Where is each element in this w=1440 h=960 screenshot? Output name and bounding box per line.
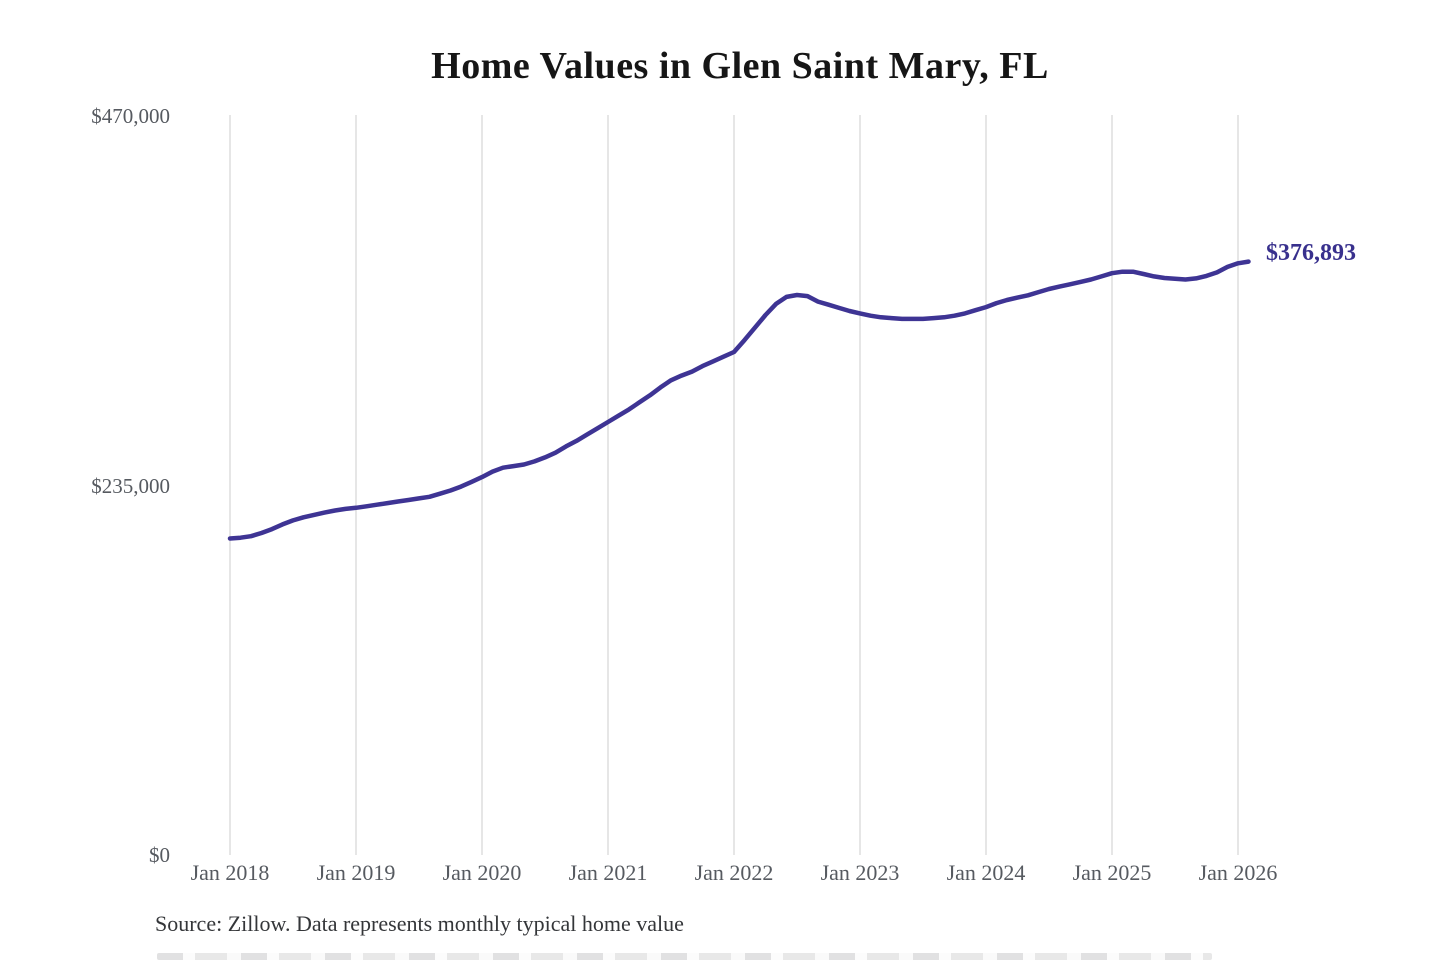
x-tick-label: Jan 2018 <box>191 860 270 885</box>
x-tick-label: Jan 2023 <box>821 860 900 885</box>
home-value-line <box>227 259 1251 541</box>
y-tick-label-0: $0 <box>149 843 170 867</box>
x-tick-label: Jan 2022 <box>695 860 774 885</box>
chart-title: Home Values in Glen Saint Mary, FL <box>431 45 1049 87</box>
y-tick-label-235000: $235,000 <box>91 474 170 498</box>
x-tick-label: Jan 2020 <box>443 860 522 885</box>
x-tick-label: Jan 2024 <box>947 860 1026 885</box>
gridlines-group <box>229 115 1239 855</box>
y-tick-label-470000: $470,000 <box>91 104 170 128</box>
x-axis-labels-group: Jan 2018 Jan 2019 Jan 2020 Jan 2021 Jan 2022… <box>191 860 1278 885</box>
x-tick-label: Jan 2025 <box>1073 860 1152 885</box>
x-tick-label: Jan 2019 <box>317 860 396 885</box>
source-note: Source: Zillow. Data represents monthly … <box>155 911 684 936</box>
x-tick-label: Jan 2021 <box>569 860 648 885</box>
clipped-text-sliver <box>157 953 1212 960</box>
x-tick-label: Jan 2026 <box>1199 860 1278 885</box>
end-value-label: $376,893 <box>1266 240 1356 266</box>
